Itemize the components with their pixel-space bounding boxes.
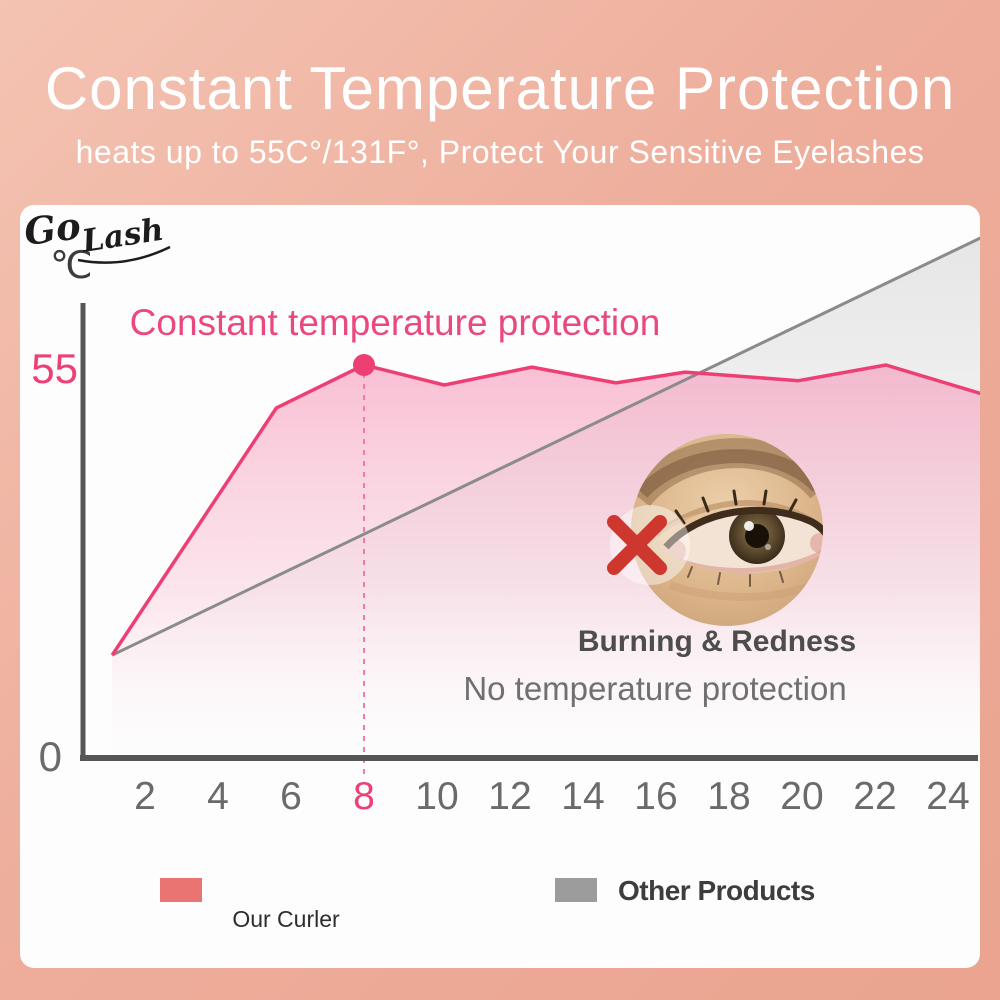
x-mark-backdrop: [610, 505, 690, 585]
x-tick-label: 22: [853, 775, 897, 818]
series-lines: [110, 236, 980, 657]
warning-subtitle: No temperature protection: [463, 670, 847, 707]
x-tick-label: 24: [926, 775, 970, 818]
x-tick-label: 8: [353, 775, 375, 818]
chart-card: ℃ 55 0 Constant temperature protection B…: [20, 205, 980, 968]
x-tick-label: 10: [415, 775, 459, 818]
our-curler-line: [110, 363, 980, 657]
y-tick-55: 55: [31, 345, 78, 392]
y-axis-unit: ℃: [50, 245, 93, 287]
marker-group: [353, 353, 375, 777]
x-tick-label: 12: [488, 775, 532, 818]
other-products-line: [111, 236, 980, 657]
x-tick-label: 16: [634, 775, 678, 818]
legend-swatch-our-curler: [160, 878, 202, 902]
upper-lash-line: [663, 506, 823, 550]
x-tick-label: 14: [561, 775, 605, 818]
header: Constant Temperature Protection heats up…: [0, 0, 1000, 171]
logo-flourish: [77, 245, 171, 264]
x-tick-label: 20: [780, 775, 824, 818]
page-title: Constant Temperature Protection: [44, 55, 956, 122]
our-curler-annotation: Constant temperature protection: [129, 302, 661, 343]
x-tick-label: 2: [134, 775, 156, 818]
y-tick-0: 0: [38, 733, 62, 780]
warning-title: Burning & Redness: [577, 625, 857, 658]
x-tick-label: 18: [707, 775, 751, 818]
x-tick-label: 6: [280, 775, 302, 818]
temperature-chart: [80, 236, 980, 777]
upper-lashes: [674, 489, 798, 525]
x-axis-tick-labels: 2 4 6 8 10 12 14 16 18 20 22 24: [20, 775, 980, 825]
go-lash-logo: Go Lash: [22, 205, 171, 264]
svg-text:Go: Go: [22, 205, 83, 254]
marker-dot: [353, 353, 375, 376]
svg-text:Lash: Lash: [79, 212, 166, 261]
legend-swatch-other-products: [555, 878, 597, 902]
legend-label-other-products: Other Products: [618, 875, 815, 906]
x-tick-label: 4: [207, 775, 229, 818]
cross-icon: [607, 515, 667, 575]
page-subtitle: heats up to 55C°/131F°, Protect Your Sen…: [75, 134, 925, 170]
legend-label-our-curler: Our Curler: [232, 906, 340, 932]
lower-lashes: [687, 566, 784, 587]
